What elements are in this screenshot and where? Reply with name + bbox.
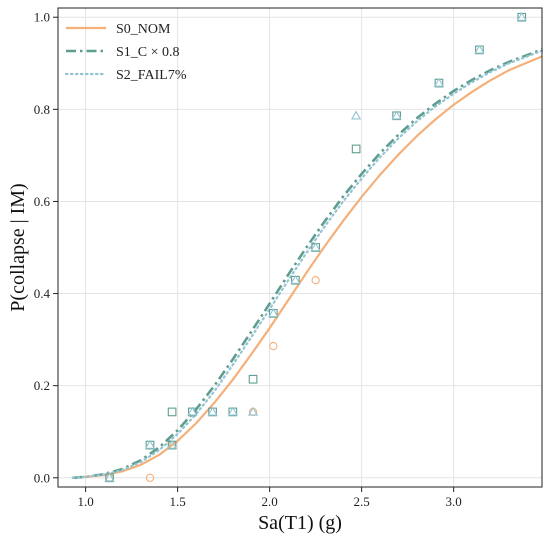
legend-label-1: S1_C × 0.8: [116, 45, 180, 60]
series-0-point: [311, 276, 320, 285]
series-2-point: [350, 110, 362, 120]
x-tick-label: 2.5: [354, 494, 370, 509]
y-tick-label: 0.2: [34, 378, 50, 393]
y-tick-label: 0.6: [34, 194, 51, 209]
series-2-point: [290, 274, 301, 284]
series-2-point: [391, 110, 402, 120]
series-2-point: [310, 242, 321, 252]
x-tick-label: 1.0: [77, 494, 93, 509]
y-tick-label: 0.0: [34, 470, 50, 485]
grid: [58, 8, 542, 487]
y-tick-label: 0.8: [34, 102, 50, 117]
legend-label-0: S0_NOM: [116, 22, 171, 37]
x-tick-label: 2.0: [262, 494, 278, 509]
fragility-curves: [71, 48, 544, 480]
y-axis-title: P(collapse | IM): [7, 183, 29, 311]
x-tick-label: 1.5: [169, 494, 185, 509]
axis-ticks: 1.0 1.5 2.0 2.5 3.0 0.0 0.2 0.4 0.6 0.8 1.0: [34, 10, 462, 509]
series-0-point: [145, 473, 155, 482]
series-2-point: [104, 472, 115, 482]
series-2-point: [207, 406, 218, 416]
legend-label-2: S2_FAIL7%: [116, 68, 187, 83]
series-2-point: [144, 439, 156, 449]
series-2-point: [247, 406, 259, 416]
series-line-1: [72, 48, 543, 480]
series-2-point: [474, 44, 485, 54]
x-axis-title: Sa(T1) (g): [258, 512, 342, 534]
series-0-point: [269, 341, 278, 351]
series-2-point: [166, 439, 178, 449]
series-2-point: [227, 406, 238, 416]
series-2-point: [268, 308, 279, 318]
series-1-point: [167, 407, 177, 417]
x-tick-label: 3.0: [446, 494, 462, 509]
plot-frame: [57, 7, 543, 488]
legend: S0_NOM S1_C × 0.8 S2_FAIL7%: [64, 22, 187, 83]
series-2-point: [187, 406, 198, 416]
series-line-2: [71, 49, 544, 479]
series-1-point: [248, 374, 258, 384]
series-2-point: [433, 77, 445, 87]
y-tick-label: 0.4: [34, 286, 51, 301]
series-1-point: [351, 144, 361, 154]
y-tick-label: 1.0: [34, 10, 50, 25]
observed-points: [104, 11, 527, 483]
series-line-0: [72, 55, 543, 479]
series-2-point: [516, 11, 527, 21]
